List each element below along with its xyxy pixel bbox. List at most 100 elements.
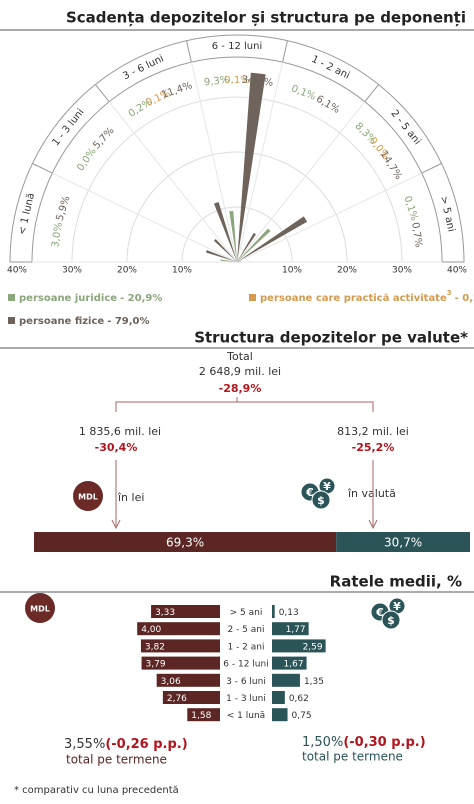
wedge [237, 261, 241, 262]
category-label: < 1 lună [227, 711, 265, 721]
value-label: 0,13 [279, 608, 299, 618]
tree-connector [115, 397, 374, 412]
value-label: 69,3% [166, 536, 204, 550]
mdl-icon-label: MDL [78, 493, 98, 502]
currency-icon [381, 610, 401, 630]
wedge [236, 261, 237, 262]
bar [140, 639, 220, 653]
wedge [213, 202, 237, 262]
value-label: 1,58 [191, 711, 211, 721]
chart-title: Ratele medii, % [330, 573, 462, 591]
value-label: 0,1% [289, 83, 317, 103]
currency-icon [311, 490, 331, 510]
wedge [205, 250, 237, 262]
sector-spoke [52, 172, 238, 263]
category-label: 6 - 12 luni [223, 660, 268, 670]
sector-spoke [236, 101, 366, 263]
bar [162, 691, 220, 704]
wedge [213, 238, 237, 262]
branch-caption: în lei [117, 491, 144, 504]
legend-note: 3 [447, 289, 452, 297]
value-label: 2,59 [303, 642, 323, 652]
value-label: 11,4% [160, 80, 194, 101]
band-divider [282, 40, 288, 63]
sector-spoke [190, 62, 238, 263]
summary-caption: total pe termene [302, 750, 403, 764]
value-label: 34,5% [241, 74, 274, 88]
sector-spoke [236, 62, 284, 263]
mdl-icon-label: MDL [30, 605, 50, 614]
r-tick-label: 30% [62, 266, 82, 276]
bar [272, 639, 326, 653]
value-label: 3,79 [146, 660, 166, 670]
total-amount: 2 648,9 mil. lei [199, 365, 281, 378]
wedge [237, 228, 271, 262]
r-tick-label: 40% [7, 266, 27, 276]
value-label: 4,00 [141, 625, 161, 635]
value-label: 5,7% [91, 125, 116, 151]
category-label: > 5 ani [230, 608, 263, 618]
bar [272, 605, 275, 618]
currency-symbol: ¥ [323, 480, 331, 493]
bar [141, 656, 220, 670]
sector-spoke [108, 101, 238, 263]
wedge [229, 210, 237, 262]
branch-change: -30,4% [95, 441, 138, 454]
tree-connector [115, 460, 374, 526]
value-label: 3,82 [145, 642, 165, 652]
value-label: 3,33 [155, 608, 175, 618]
value-label: 1,77 [286, 625, 306, 635]
chart-title: Scadența depozitelor și structura pe dep… [66, 9, 466, 27]
tree-arrow [111, 519, 378, 530]
value-label: 1,67 [284, 660, 304, 670]
grid-ring [71, 96, 403, 263]
bar-segment [34, 532, 337, 552]
summary-change: (-0,26 p.p.) [105, 737, 187, 752]
bar [272, 622, 309, 636]
category-label: 1 - 2 ani [227, 642, 264, 652]
mdl-icon [25, 593, 55, 623]
total-label: Total [226, 350, 253, 363]
value-label: 0,1% [401, 195, 419, 223]
value-label: 30,7% [384, 536, 422, 550]
currency-symbol: $ [317, 494, 325, 507]
legend-name: persoane juridice [19, 293, 117, 304]
branch-amount: 813,2 mil. lei [337, 425, 409, 438]
r-tick-label: 10% [172, 266, 192, 276]
value-label: 0,0% [75, 146, 98, 173]
summary-value: 1,50% [302, 735, 343, 750]
value-label: 14,7% [378, 149, 404, 182]
value-label: 0,1% [224, 75, 249, 86]
r-tick-label: 20% [117, 266, 137, 276]
r-tick-label: 10% [282, 266, 302, 276]
bar [137, 622, 220, 636]
summary: 3,55%(-0,26 p.p.) [64, 737, 188, 752]
bar [151, 605, 220, 618]
bar [272, 691, 285, 704]
currency-symbol: € [305, 486, 314, 499]
category-band [9, 34, 465, 263]
category-label: 3 - 6 luni [226, 677, 266, 687]
currency-symbol: ¥ [393, 600, 401, 613]
legend-name: persoane fizice [19, 316, 104, 327]
grid-ring [126, 151, 348, 263]
bar [272, 673, 300, 687]
legend-total: - 20,9% [120, 293, 162, 304]
legend-entry: persoane juridice - 20,9% [19, 293, 162, 304]
legend-name: persoane care practică activitate [260, 293, 447, 304]
bar-segment [336, 532, 470, 552]
value-label: 3,06 [161, 677, 181, 687]
sector-spoke [236, 172, 422, 263]
wedge [237, 216, 308, 262]
bar [187, 708, 220, 722]
wedge [237, 72, 266, 262]
mdl-icon [73, 481, 103, 511]
summary-caption: total pe termene [66, 753, 167, 767]
legend-total: - 0,2% [455, 293, 474, 304]
bar [272, 656, 307, 670]
bar [156, 673, 220, 687]
r-tick-label: 20% [337, 266, 357, 276]
legend-total: - 79,0% [107, 316, 149, 327]
